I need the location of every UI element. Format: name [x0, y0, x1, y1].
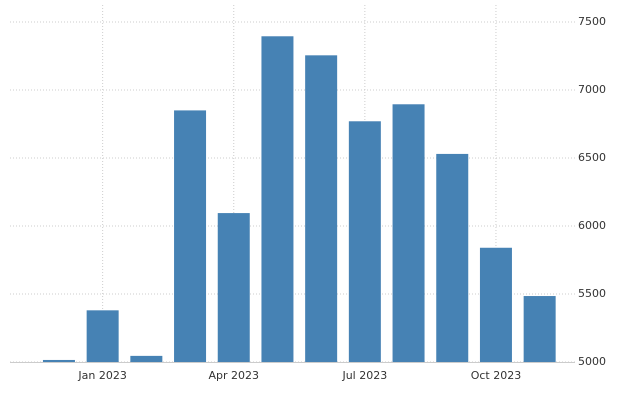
- x-tick-label: Oct 2023: [471, 369, 522, 382]
- y-tick-label: 6500: [578, 151, 606, 164]
- bar: [523, 296, 556, 362]
- y-tick-label: 6000: [578, 219, 606, 232]
- bar: [217, 213, 250, 362]
- bar: [305, 55, 338, 362]
- bar: [130, 355, 163, 362]
- x-tick-label: Jan 2023: [77, 369, 126, 382]
- bar: [392, 104, 425, 362]
- bar: [42, 359, 75, 362]
- y-tick-label: 5500: [578, 287, 606, 300]
- y-tick-label: 7500: [578, 15, 606, 28]
- x-tick-label: Jul 2023: [341, 369, 387, 382]
- y-tick-label: 7000: [578, 83, 606, 96]
- bar: [348, 121, 381, 362]
- x-tick-label: Apr 2023: [208, 369, 259, 382]
- y-tick-label: 5000: [578, 355, 606, 368]
- bar: [261, 36, 294, 362]
- bar: [479, 247, 512, 362]
- bar: [86, 310, 119, 362]
- bar: [174, 110, 207, 363]
- bar: [436, 153, 469, 362]
